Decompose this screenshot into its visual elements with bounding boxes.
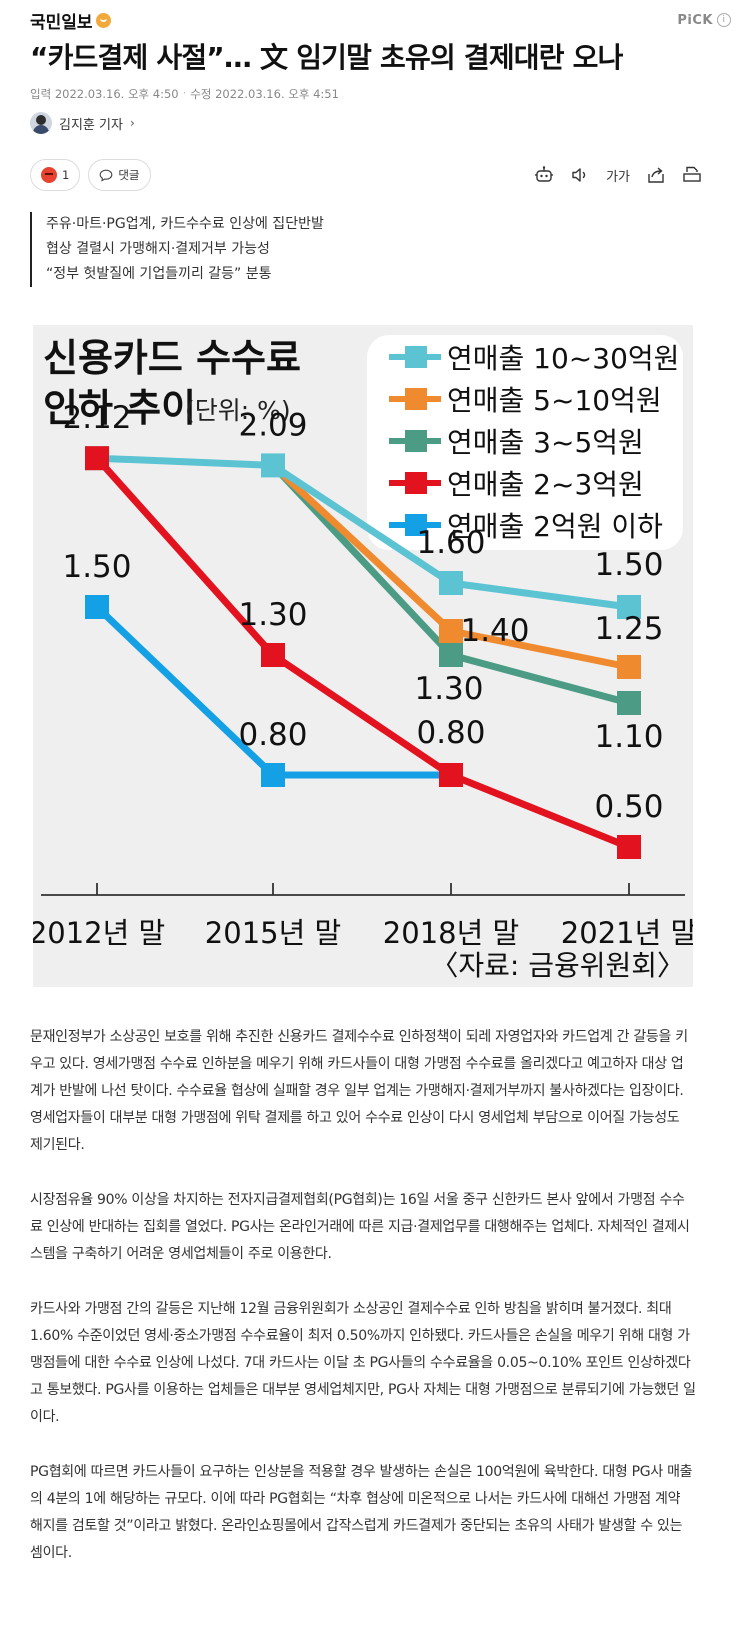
reaction-count: 1 bbox=[62, 168, 70, 182]
data-label: 1.10 bbox=[594, 719, 663, 755]
author-link[interactable]: 김지훈 기자 › bbox=[30, 112, 135, 134]
legend-entry: 연매출 10~30억원 bbox=[447, 342, 679, 375]
data-point-marker bbox=[617, 691, 641, 715]
speech-bubble-icon bbox=[99, 169, 113, 182]
data-label: 0.50 bbox=[594, 789, 663, 825]
top-bar: 국민일보 PiCK i bbox=[30, 8, 731, 33]
comment-label: 댓글 bbox=[118, 168, 140, 182]
modified-date: 수정 2022.03.16. 오후 4:51 bbox=[190, 87, 339, 101]
author-name: 김지훈 기자 bbox=[59, 117, 123, 133]
data-point-marker bbox=[617, 595, 641, 619]
chart-title-line1: 신용카드 수수료 bbox=[43, 336, 301, 380]
data-point-marker bbox=[617, 655, 641, 679]
reaction-group: 1 댓글 bbox=[30, 159, 151, 191]
share-icon[interactable] bbox=[646, 165, 666, 185]
press-name: 국민일보 bbox=[30, 12, 93, 33]
avatar bbox=[30, 112, 52, 134]
legend-swatch-marker bbox=[405, 472, 427, 494]
info-icon[interactable]: i bbox=[717, 13, 731, 27]
data-label: 1.30 bbox=[414, 671, 483, 707]
data-label: 1.25 bbox=[594, 611, 663, 647]
summary-line: 주유·마트·PG업계, 카드수수료 인상에 집단반발 bbox=[46, 216, 324, 232]
legend-entry: 연매출 3~5억원 bbox=[447, 426, 644, 459]
body-paragraph: 카드사와 가맹점 간의 갈등은 지난해 12월 금융위원회가 소상공인 결제수수… bbox=[30, 1301, 696, 1425]
data-point-marker bbox=[439, 619, 463, 643]
angry-face-icon bbox=[41, 167, 57, 183]
chart-source: 〈자료: 금융위원회〉 bbox=[430, 949, 685, 982]
data-label: 1.30 bbox=[238, 597, 307, 633]
data-point-marker bbox=[261, 643, 285, 667]
chart-unit: (단위: %) bbox=[185, 396, 291, 425]
data-label: 1.60 bbox=[416, 525, 485, 561]
data-point-marker bbox=[617, 835, 641, 859]
data-point-marker bbox=[85, 595, 109, 619]
speaker-icon[interactable] bbox=[570, 165, 590, 185]
series-line bbox=[96, 454, 630, 611]
data-label: 1.50 bbox=[594, 547, 663, 583]
series-line bbox=[94, 455, 631, 851]
smile-icon bbox=[95, 12, 111, 28]
data-point-marker bbox=[439, 571, 463, 595]
data-label: 2.09 bbox=[238, 407, 307, 443]
summary-line: “정부 헛발질에 기업들끼리 갈등” 분통 bbox=[46, 266, 272, 282]
data-label: 0.80 bbox=[238, 717, 307, 753]
data-point-marker bbox=[261, 763, 285, 787]
reaction-button[interactable]: 1 bbox=[30, 159, 81, 191]
body-paragraph: 문재인정부가 소상공인 보호를 위해 추진한 신용카드 결제수수료 인하정책이 … bbox=[30, 1029, 688, 1153]
print-icon[interactable] bbox=[682, 165, 702, 185]
x-tick-label: 2015년 말 bbox=[205, 916, 341, 950]
summary-line: 협상 결렬시 가맹해지·결제거부 가능성 bbox=[46, 241, 270, 257]
chevron-right-icon: › bbox=[129, 116, 135, 130]
x-tick-label: 2012년 말 bbox=[33, 916, 165, 950]
body-paragraph: PG협회에 따르면 카드사들이 요구하는 인상분을 적용할 경우 발생하는 손실… bbox=[30, 1464, 693, 1561]
pick-badge[interactable]: PiCK i bbox=[677, 13, 731, 28]
data-label: 1.50 bbox=[62, 549, 131, 585]
data-point-marker bbox=[85, 446, 109, 471]
pick-label: PiCK bbox=[677, 12, 713, 28]
legend-box bbox=[367, 335, 683, 550]
legend-entry: 연매출 2억원 이하 bbox=[447, 510, 663, 543]
chart-title-line2: 인하 추이 bbox=[43, 386, 196, 430]
action-bar: 1 댓글 가가 bbox=[30, 159, 702, 191]
article-title: “카드결제 사절”… 文 임기말 초유의 결제대란 오나 bbox=[30, 41, 623, 74]
article-summary: 주유·마트·PG업계, 카드수수료 인상에 집단반발 협상 결렬시 가맹해지·결… bbox=[30, 212, 324, 287]
article-body: 문재인정부가 소상공인 보호를 위해 추진한 신용카드 결제수수료 인하정책이 … bbox=[30, 1024, 696, 1595]
legend-swatch-marker bbox=[405, 388, 427, 410]
data-label: 0.80 bbox=[416, 715, 485, 751]
published-date: 입력 2022.03.16. 오후 4:50 bbox=[30, 87, 179, 101]
robot-summary-icon[interactable] bbox=[534, 165, 554, 185]
article-dates: 입력 2022.03.16. 오후 4:50 · 수정 2022.03.16. … bbox=[30, 86, 339, 102]
press-logo[interactable]: 국민일보 bbox=[30, 8, 111, 33]
data-label: 2.12 bbox=[62, 400, 131, 436]
x-tick-label: 2021년 말 bbox=[561, 916, 693, 950]
legend-entry: 연매출 5~10억원 bbox=[447, 384, 662, 417]
date-separator: · bbox=[182, 86, 187, 100]
legend-swatch-marker bbox=[405, 514, 427, 536]
data-point-marker bbox=[439, 643, 463, 667]
legend-entry: 연매출 2~3억원 bbox=[447, 468, 644, 501]
data-point-marker bbox=[261, 453, 285, 478]
comment-button[interactable]: 댓글 bbox=[88, 159, 151, 191]
legend-swatch-marker bbox=[405, 346, 427, 368]
font-size-icon: 가가 bbox=[606, 169, 630, 185]
font-size-button[interactable]: 가가 bbox=[606, 166, 630, 185]
data-label: 1.40 bbox=[460, 613, 529, 649]
legend-swatch-marker bbox=[405, 430, 427, 452]
tool-group: 가가 bbox=[534, 165, 702, 185]
data-point-marker bbox=[439, 763, 463, 787]
body-paragraph: 시장점유율 90% 이상을 차지하는 전자지급결제협회(PG협회)는 16일 서… bbox=[30, 1192, 690, 1262]
x-tick-label: 2018년 말 bbox=[383, 916, 519, 950]
